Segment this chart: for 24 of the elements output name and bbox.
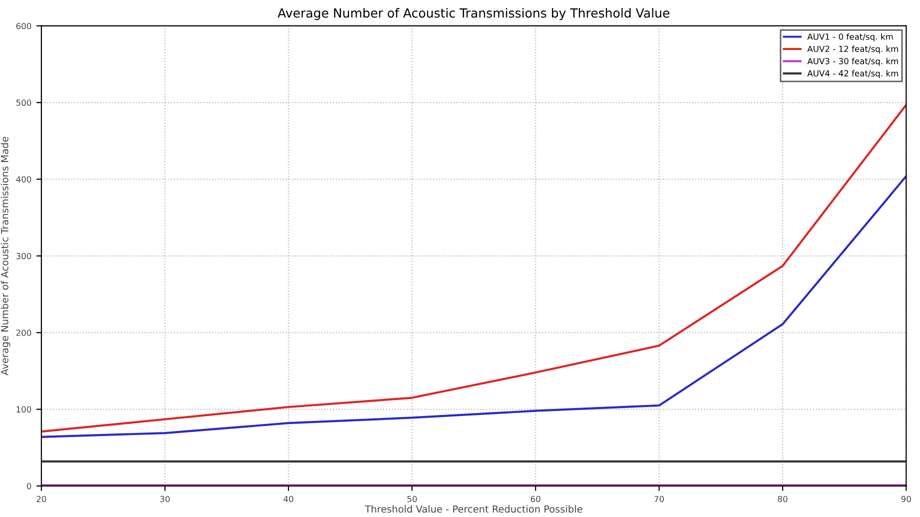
chart-title: Average Number of Acoustic Transmissions by Threshold Value [278,8,670,20]
legend-label: AUV4 - 42 feat/sq. km [807,70,898,78]
y-tick-label: 100 [16,406,32,413]
x-tick-label: 20 [36,496,46,502]
legend-label: AUV3 - 30 feat/sq. km [807,58,898,66]
y-tick-label: 400 [16,176,32,183]
legend-label: AUV1 - 0 feat/sq. km [807,33,893,42]
y-tick-label: 0 [26,482,32,490]
x-tick-label: 30 [160,496,170,502]
y-tick-label: 300 [16,252,32,260]
x-tick-label: 50 [407,496,417,502]
line-series [41,104,906,433]
y-axis-title: Average Number of Acoustic Transmissions Made [0,136,10,376]
legend-label: AUV2 - 12 feat/sq. km [807,46,898,54]
x-tick-label: 80 [778,496,788,502]
y-tick-label: 500 [16,100,32,106]
y-tick-label: 600 [16,22,32,30]
x-tick-label: 60 [530,496,540,502]
y-tick-label: 200 [16,330,32,336]
x-tick-label: 40 [284,496,294,502]
x-tick-label: 70 [654,496,664,502]
line-series [41,175,906,438]
x-axis-title: Threshold Value - Percent Reduction Possible [364,505,582,513]
x-tick-label: 90 [901,496,911,502]
